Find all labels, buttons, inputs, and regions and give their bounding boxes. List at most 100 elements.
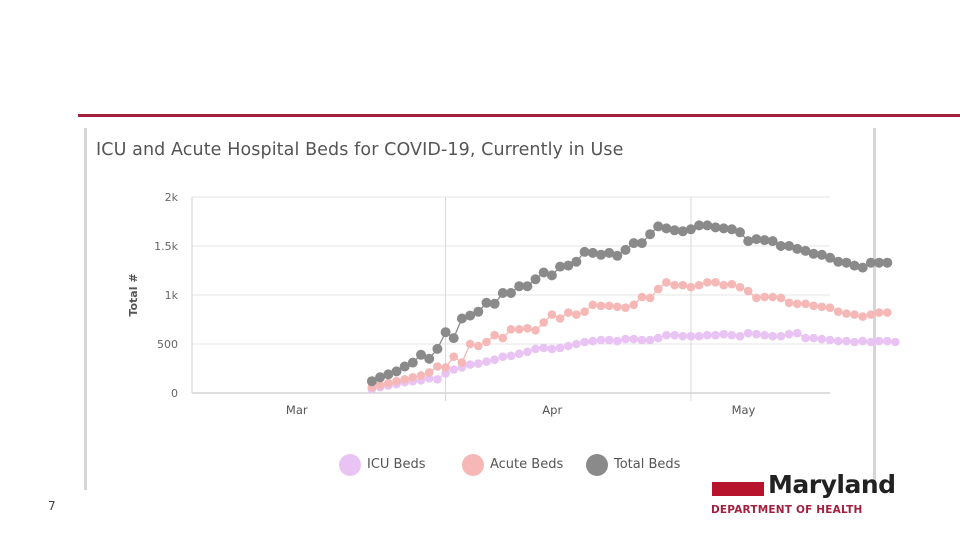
y-tick-label: 1.5k [154,240,178,253]
data-point [563,260,574,271]
data-point [793,328,802,338]
data-point [628,238,639,249]
data-point [538,267,549,278]
data-point [482,337,491,347]
data-point [784,329,794,339]
data-point [686,282,696,292]
data-point [637,335,647,345]
data-point [449,365,459,374]
data-point [874,308,884,317]
x-tick-label: Apr [542,403,562,417]
y-tick-label: 2k [165,191,179,204]
data-point [883,336,892,346]
data-point [776,293,786,303]
data-point [842,309,851,318]
data-point [612,250,623,261]
data-point [366,376,377,387]
data-point [776,331,786,341]
data-point [530,274,541,285]
data-point [833,256,844,267]
data-point [456,313,467,324]
data-point [465,339,475,349]
data-point [440,327,451,338]
data-point [424,353,435,364]
data-point [580,307,589,317]
data-point [874,336,884,346]
data-point [694,220,705,231]
data-point [702,220,713,231]
data-point [555,314,565,323]
data-point [866,337,876,347]
data-point [809,301,818,311]
data-point [760,330,769,340]
data-point [506,325,516,334]
data-point [621,303,630,313]
data-point [482,357,491,366]
data-point [759,235,770,246]
data-point [751,234,762,245]
data-point [825,335,835,345]
data-point [384,378,393,388]
data-point [817,334,827,344]
data-point [662,330,671,340]
data-point [874,257,885,268]
data-point [768,292,777,302]
legend-swatch-total [586,454,608,476]
data-point [441,369,450,378]
data-point [775,241,786,251]
data-point [743,328,753,338]
data-point [653,221,664,232]
data-point [694,280,704,290]
data-point [539,343,548,353]
data-point [850,337,859,347]
data-point [572,339,581,349]
data-point [710,222,721,233]
data-point [465,310,476,321]
data-point [726,224,737,235]
data-point [408,373,418,382]
data-point [645,229,656,240]
data-point [498,333,508,343]
data-point [816,249,827,260]
data-point [588,300,598,310]
data-point [727,279,737,289]
data-point [424,374,434,383]
data-point [833,307,843,317]
legend-swatch-icu [339,454,361,476]
data-point [474,359,483,368]
data-point [800,245,811,256]
data-point [449,352,459,362]
logo-wordmark: Maryland [768,470,896,499]
data-point [596,335,606,345]
y-axis-label: Total # [127,273,140,316]
data-point [883,308,892,317]
data-point [670,330,679,340]
data-point [383,369,394,380]
data-point [531,326,540,335]
data-point [661,223,672,234]
legend-swatch-acute [462,454,484,476]
data-point [432,343,443,354]
data-point [735,331,745,341]
data-point [473,306,484,317]
data-point [546,270,557,281]
data-point [613,302,622,312]
data-point [514,349,524,359]
series-total-beds [366,220,893,387]
data-point [694,331,704,341]
data-point [645,293,655,303]
data-point [891,337,900,347]
data-point [825,252,835,263]
data-point [399,361,410,372]
data-point [629,334,638,344]
data-point [497,288,508,298]
data-point [801,299,810,309]
data-point [604,335,614,345]
data-point [686,331,696,341]
data-point [629,300,638,310]
data-point [784,298,794,308]
data-point [416,371,426,380]
series-acute-beds [367,278,892,392]
y-tick-label: 0 [171,387,178,400]
data-point [760,292,769,302]
